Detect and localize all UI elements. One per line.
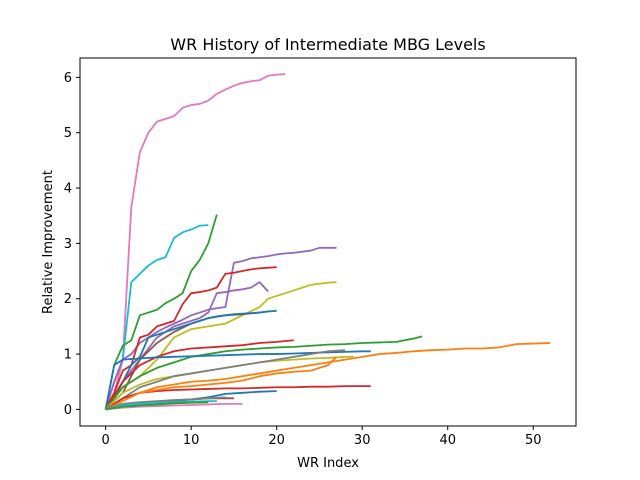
series-layer <box>104 73 551 411</box>
y-tick-label: 5 <box>64 126 72 141</box>
y-tick-label: 2 <box>64 292 72 307</box>
plot-frame <box>79 57 577 427</box>
series-line-21 <box>105 396 226 411</box>
series-line-12 <box>105 342 551 411</box>
axes-layer: 0 10 20 30 40 50 0 1 2 3 4 5 6 <box>64 57 577 448</box>
x-tick-label: 40 <box>439 433 456 448</box>
x-tick-label: 30 <box>354 433 371 448</box>
series-line-3 <box>104 214 218 410</box>
y-tick-label: 6 <box>64 71 72 86</box>
series-line-7 <box>104 281 269 410</box>
x-tick-label: 20 <box>268 433 285 448</box>
series-line-11 <box>104 335 423 410</box>
series-line-10 <box>104 339 294 410</box>
x-tick-label: 50 <box>525 433 542 448</box>
y-tick-label: 3 <box>64 237 72 252</box>
series-line-1 <box>104 73 286 410</box>
series-line-9 <box>104 310 277 410</box>
series-line-4 <box>104 246 337 410</box>
x-tick-label: 0 <box>102 433 110 448</box>
x-tick-label: 10 <box>183 433 200 448</box>
series-line-13 <box>104 350 371 410</box>
y-tick-label: 1 <box>64 348 72 363</box>
y-axis-title: Relative Improvement <box>41 170 56 314</box>
y-tick-label: 0 <box>64 403 72 418</box>
series-line-6 <box>104 281 337 410</box>
series-line-20 <box>105 402 243 411</box>
y-tick-label: 4 <box>64 182 72 197</box>
series-line-22 <box>105 400 217 411</box>
series-line-23 <box>105 401 209 411</box>
x-axis-title: WR Index <box>297 456 359 471</box>
series-line-17 <box>105 356 338 411</box>
chart-title: WR History of Intermediate MBG Levels <box>170 35 485 54</box>
series-line-5 <box>104 266 277 410</box>
series-line-15 <box>105 349 346 411</box>
